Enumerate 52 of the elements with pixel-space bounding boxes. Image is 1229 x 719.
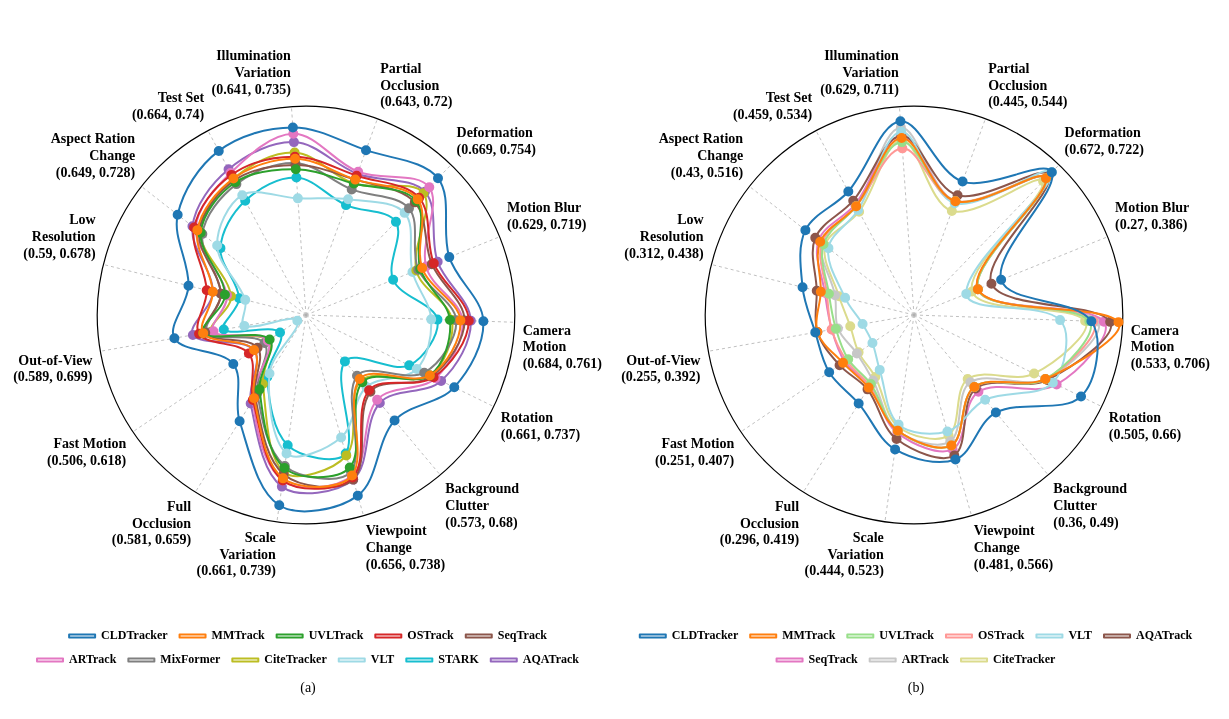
spoke-label: Deformation (0.669, 0.754)	[456, 125, 537, 159]
spoke-label: Full Occlusion (0.296, 0.419)	[719, 498, 800, 549]
spoke-label: Partial Occlusion (0.445, 0.544)	[988, 60, 1068, 111]
legend-label: MMTrack	[782, 628, 836, 643]
spoke-label: Aspect Ration Change (0.43, 0.516)	[658, 131, 744, 181]
spoke-label: Motion Blur (0.629, 0.719)	[507, 200, 587, 233]
spoke-label: Background Clutter (0.36, 0.49)	[1053, 481, 1128, 531]
spoke-label: Test Set (0.459, 0.534)	[732, 89, 813, 123]
spoke-label: Illumination Variation (0.641, 0.735)	[211, 48, 292, 98]
spoke-label: Deformation (0.672, 0.722)	[1064, 125, 1145, 159]
legend-label: VLT	[1068, 628, 1092, 643]
spoke-label: Out-of-View (0.255, 0.392)	[621, 352, 702, 386]
spoke-label: Out-of-View (0.589, 0.699)	[13, 352, 94, 386]
spoke-label: Fast Motion (0.251, 0.407)	[654, 436, 735, 470]
spoke-label: Scale Variation (0.444, 0.523)	[804, 529, 885, 580]
text: (b)	[907, 680, 925, 696]
spoke-label: Viewpoint Change (0.656, 0.738)	[365, 523, 446, 574]
legend-label: AQATrack	[1136, 628, 1193, 643]
spoke-label: Partial Occlusion (0.643, 0.72)	[380, 60, 453, 111]
spoke-label: Aspect Ration Change (0.649, 0.728)	[50, 131, 136, 181]
legend-label: OSTrack	[407, 628, 455, 643]
spoke-label: Rotation (0.505, 0.66)	[1108, 410, 1182, 443]
legend-label: AQATrack	[522, 652, 580, 667]
spoke-label: Background Clutter (0.573, 0.68)	[445, 481, 520, 531]
spoke-label: Motion Blur (0.27, 0.386)	[1115, 200, 1190, 233]
spoke-label: Camera Motion (0.684, 0.761)	[522, 322, 603, 373]
spoke-label: Rotation (0.661, 0.737)	[500, 410, 581, 443]
spoke-label: Illumination Variation (0.629, 0.711)	[820, 48, 900, 98]
spoke-label: Low Resolution (0.59, 0.678)	[23, 212, 97, 262]
legend-label: CLDTracker	[101, 628, 169, 643]
spoke-label: Fast Motion (0.506, 0.618)	[46, 436, 127, 470]
legend-label: ARTrack	[69, 652, 117, 667]
legend-label: VLT	[370, 652, 395, 667]
spoke-label: Full Occlusion (0.581, 0.659)	[111, 498, 192, 549]
legend-label: STARK	[438, 652, 480, 667]
legend-label: UVLTrack	[308, 628, 364, 643]
legend-label: SeqTrack	[808, 652, 858, 667]
spoke-label: Scale Variation (0.661, 0.739)	[196, 529, 277, 580]
legend-label: CLDTracker	[671, 628, 739, 643]
legend-label: UVLTrack	[879, 628, 935, 643]
legend-label: ARTrack	[901, 652, 950, 667]
legend-label: OSTrack	[977, 628, 1025, 643]
spoke-label: Camera Motion (0.533, 0.706)	[1130, 322, 1211, 373]
legend-label: CiteTracker	[264, 652, 328, 667]
legend-label: CiteTracker	[993, 652, 1057, 667]
legend-label: MMTrack	[211, 628, 265, 643]
text: (a)	[300, 680, 316, 696]
spoke-label: Low Resolution (0.312, 0.438)	[624, 212, 705, 262]
legend-label: SeqTrack	[497, 628, 548, 643]
legend-label: MixFormer	[160, 652, 221, 667]
spoke-label: Test Set (0.664, 0.74)	[131, 89, 205, 123]
spoke-label: Viewpoint Change (0.481, 0.566)	[973, 523, 1054, 574]
